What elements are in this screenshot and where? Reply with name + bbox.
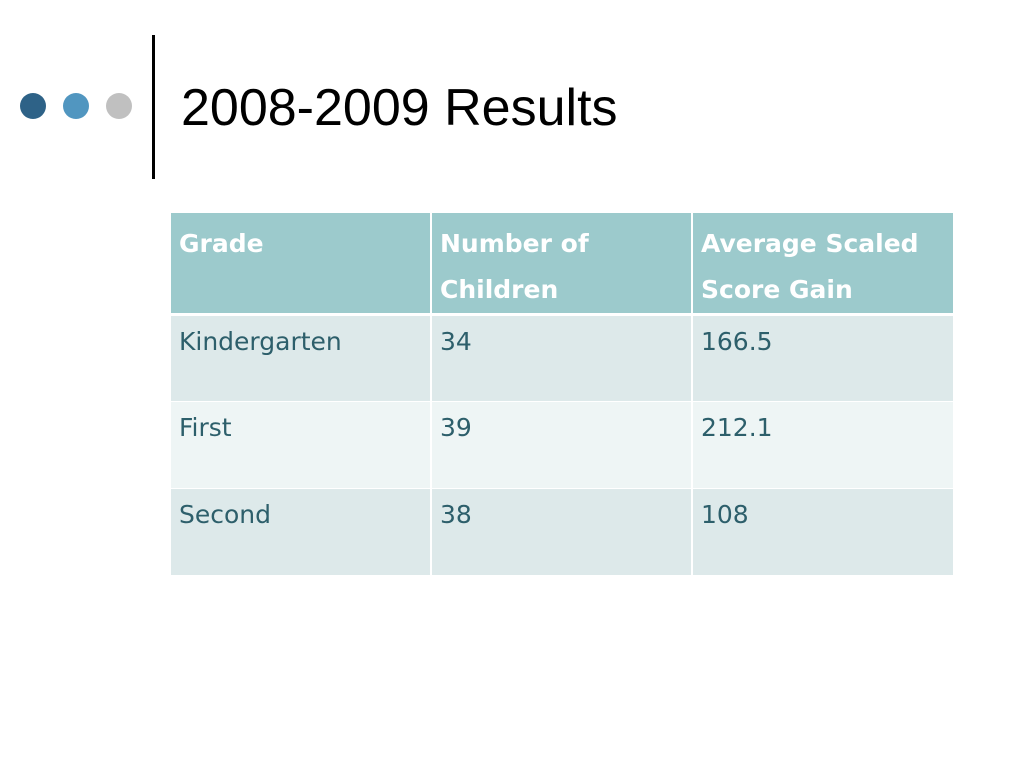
slide-title: 2008-2009 Results xyxy=(181,79,618,137)
table-row: First 39 212.1 xyxy=(171,401,953,489)
dot-dark xyxy=(20,93,46,119)
header-number-of-children: Number of Children xyxy=(431,213,693,316)
results-table: Grade Number of Children Average Scaled … xyxy=(171,213,953,576)
cell-average-score-gain: 212.1 xyxy=(692,401,953,489)
cell-average-score-gain: 108 xyxy=(692,488,953,576)
cell-number-of-children: 39 xyxy=(431,401,693,489)
table-row: Kindergarten 34 166.5 xyxy=(171,314,953,402)
dot-light xyxy=(106,93,132,119)
cell-grade: Kindergarten xyxy=(171,314,432,402)
cell-grade: Second xyxy=(171,488,432,576)
dot-medium xyxy=(63,93,89,119)
cell-grade: First xyxy=(171,401,432,489)
cell-number-of-children: 38 xyxy=(431,488,693,576)
table-row: Second 38 108 xyxy=(171,488,953,576)
title-divider xyxy=(152,35,155,179)
header-average-scaled-score-gain: Average Scaled Score Gain xyxy=(692,213,953,316)
table-header-row: Grade Number of Children Average Scaled … xyxy=(171,213,953,316)
cell-number-of-children: 34 xyxy=(431,314,693,402)
header-grade: Grade xyxy=(171,213,432,316)
cell-average-score-gain: 166.5 xyxy=(692,314,953,402)
